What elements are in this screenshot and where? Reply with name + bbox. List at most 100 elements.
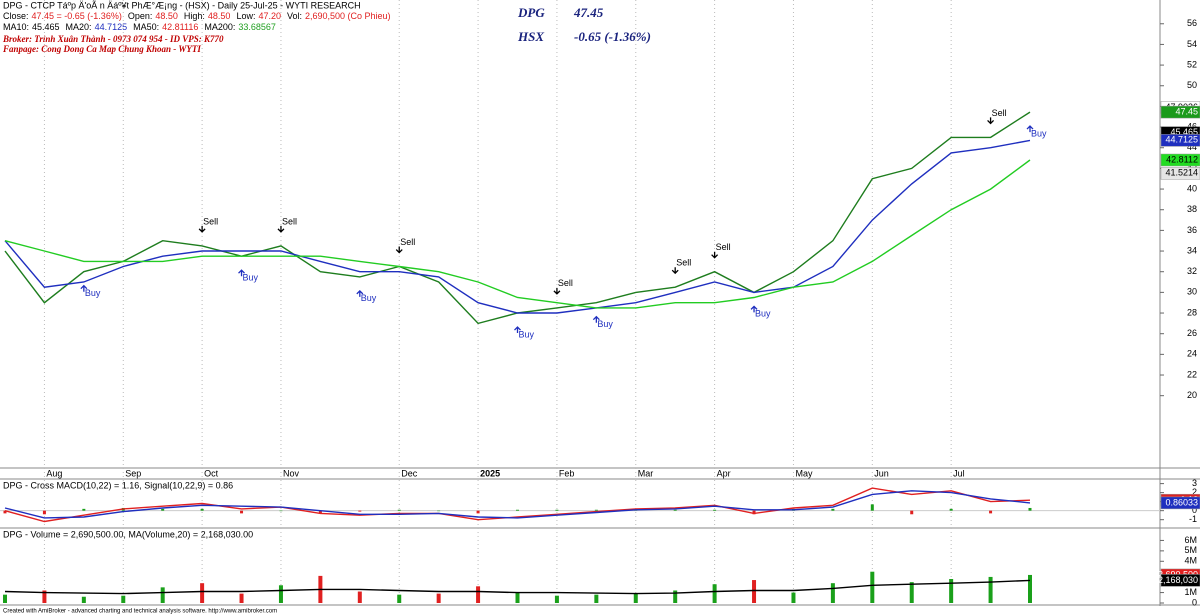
macd-title: DPG - Cross MACD(10,22) = 1.16, Signal(1…: [3, 480, 233, 490]
header-segment: MA200:: [204, 22, 235, 32]
value-tag-label: 0.86033: [1165, 497, 1198, 507]
volume-bar: [476, 586, 481, 603]
volume-bar: [830, 583, 835, 603]
y-tick-label: 54: [1187, 39, 1197, 49]
header-segment: Close:: [3, 11, 29, 21]
signal-arrow: [711, 251, 719, 259]
volume-bar: [712, 584, 717, 603]
y-tick-label: 56: [1187, 18, 1197, 28]
signal-label: Sell: [716, 242, 731, 252]
y-tick-label: -1: [1189, 514, 1197, 524]
macd-histogram-bar: [949, 508, 953, 511]
signal-label: Buy: [85, 288, 101, 298]
signal-arrow: [277, 225, 285, 233]
volume-bar: [397, 594, 402, 603]
header-segment: MA20:: [66, 22, 92, 32]
volume-bar: [239, 593, 244, 603]
signal-label: Sell: [992, 108, 1007, 118]
signal-label: Buy: [519, 329, 535, 339]
volume-bar: [791, 592, 796, 603]
volume-bar: [909, 582, 914, 603]
value-tag-label: 42.8112: [1166, 154, 1198, 164]
y-tick-label: 0: [1192, 505, 1197, 515]
broker: Broker: Trinh Xuân Thành - 0973 074 954 …: [2, 34, 224, 44]
value-tag-label: 41.5214: [1165, 168, 1198, 178]
volume-bar: [278, 585, 283, 603]
y-tick-label: 32: [1187, 266, 1197, 276]
header-segment: 47.45 = -0.65 (-1.36%): [32, 11, 122, 21]
y-tick-label: 5M: [1184, 545, 1197, 555]
macd-histogram-bar: [437, 510, 441, 512]
signal-label: Sell: [558, 278, 573, 288]
y-tick-label: 0: [1192, 597, 1197, 607]
y-tick-label: 1M: [1184, 587, 1197, 597]
volume-bar: [3, 594, 7, 603]
y-tick-label: 36: [1187, 225, 1197, 235]
header-segment: 42.81116: [162, 22, 198, 32]
volume-bar: [121, 595, 126, 603]
volume-bar: [357, 591, 362, 603]
header-segment: 44.7125: [95, 22, 128, 32]
y-tick-label: 3: [1192, 478, 1197, 488]
value-tag: [1160, 153, 1200, 167]
volume-bar: [42, 590, 47, 603]
footer: Created with AmiBroker - advanced charti…: [3, 609, 277, 615]
header-segment: 45.465: [32, 22, 60, 32]
signal-arrow: [395, 246, 403, 254]
y-tick-label: 30: [1187, 287, 1197, 297]
volume-bar: [673, 590, 678, 603]
macd-histogram-bar: [240, 510, 244, 514]
x-tick-label: Feb: [559, 468, 575, 478]
macd-histogram-bar: [555, 509, 559, 511]
y-tick-label: 4M: [1184, 556, 1197, 566]
value-tag-label: 47.45: [1175, 106, 1198, 116]
y-tick-label: 52: [1187, 59, 1197, 69]
volume-bar: [436, 593, 441, 603]
macd-histogram-bar: [594, 509, 598, 511]
change: -0.65 (-1.36%): [574, 29, 651, 44]
volume-bar: [594, 594, 599, 603]
y-tick-label: 40: [1187, 183, 1197, 193]
value-tag-label: 2,168,030: [1158, 575, 1198, 585]
x-tick-label: May: [795, 468, 813, 478]
macd-histogram-bar: [279, 510, 283, 512]
macd-histogram-bar: [1028, 507, 1032, 511]
macd-histogram-bar: [516, 509, 519, 511]
volume-bar: [633, 593, 638, 603]
header-segment: 47.20: [258, 11, 281, 21]
header-segment: Vol:: [287, 11, 302, 21]
macd-histogram-bar: [476, 510, 480, 514]
volume-bar: [515, 592, 520, 603]
volume-bar: [870, 571, 875, 603]
volume-bar: [1028, 574, 1032, 603]
macd-histogram-bar: [318, 510, 322, 514]
signal-label: Buy: [361, 293, 377, 303]
signal-arrow: [987, 117, 995, 125]
x-tick-label: Dec: [401, 468, 418, 478]
value-tag: [1160, 574, 1200, 587]
header-segment: 48.50: [155, 11, 178, 21]
value-tag: [1160, 167, 1200, 180]
y-tick-label: 20: [1187, 390, 1197, 400]
signal-label: Sell: [203, 216, 218, 226]
macd-histogram-bar: [358, 510, 362, 512]
value-tag-label: 44.7125: [1165, 135, 1198, 145]
volume-bar: [160, 587, 165, 603]
macd-histogram-bar: [42, 510, 46, 515]
header-segment: MA50:: [133, 22, 159, 32]
signal-label: Buy: [597, 319, 613, 329]
x-tick-label: Aug: [46, 468, 62, 478]
macd-histogram-bar: [200, 508, 204, 511]
macd-histogram-bar: [161, 508, 165, 511]
macd-histogram-bar: [713, 509, 717, 511]
y-tick-label: 28: [1187, 307, 1197, 317]
volume-bar: [988, 576, 993, 603]
signal-label: Sell: [282, 216, 297, 226]
y-tick-label: 26: [1187, 328, 1197, 338]
signal-label: Buy: [243, 273, 259, 283]
signal-arrow: [356, 289, 364, 297]
volume-bar: [81, 596, 86, 603]
signal-arrow: [553, 287, 561, 295]
x-tick-label: Jun: [874, 468, 889, 478]
macd-histogram-bar: [397, 509, 401, 511]
